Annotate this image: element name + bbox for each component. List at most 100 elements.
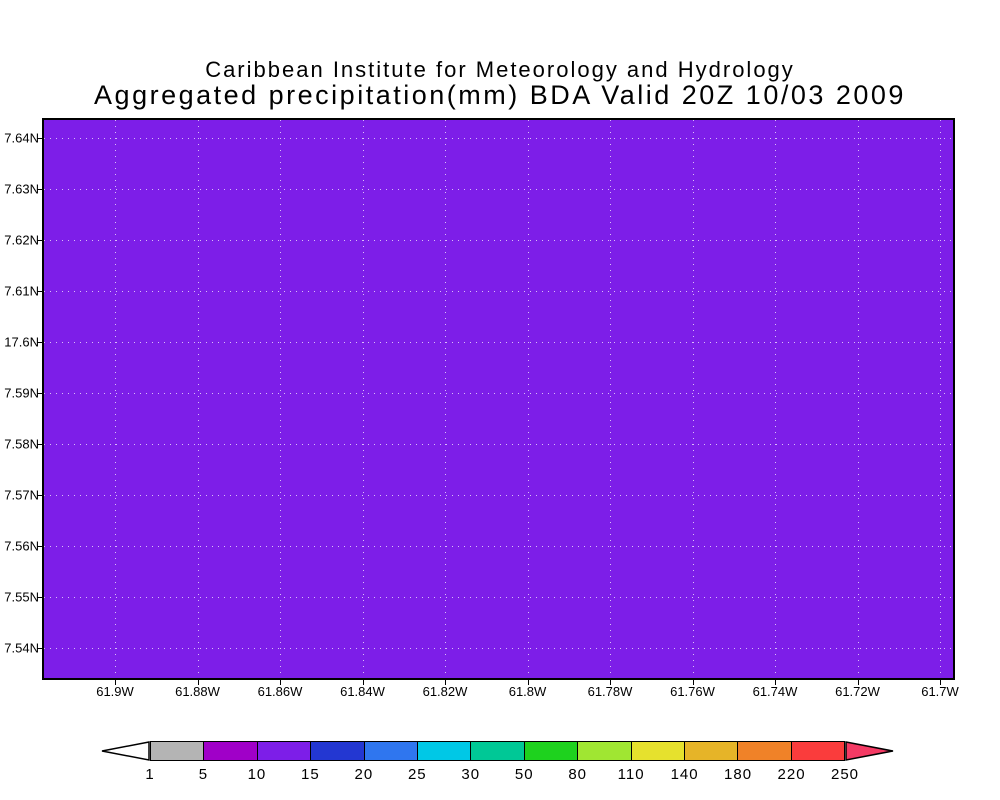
colorbar-segment xyxy=(416,741,472,761)
colorbar-level-label: 10 xyxy=(247,766,267,783)
latitude-gridline xyxy=(44,138,953,139)
latitude-tick-label: 7.64N xyxy=(4,130,39,146)
longitude-gridline xyxy=(280,120,281,678)
colorbar-segment xyxy=(790,741,846,761)
x-axis-tick-mark xyxy=(362,680,364,685)
longitude-gridline xyxy=(692,120,694,678)
latitude-gridline xyxy=(44,189,953,190)
colorbar-level-label: 180 xyxy=(724,766,753,783)
y-axis-tick-mark xyxy=(37,648,42,649)
latitude-gridline xyxy=(44,240,953,241)
x-axis-tick-mark xyxy=(445,680,446,685)
y-axis-tick-mark xyxy=(37,546,42,547)
x-axis-tick-mark xyxy=(115,680,116,685)
latitude-gridline xyxy=(44,495,953,496)
longitude-tick-label: 61.7W xyxy=(921,684,959,699)
colorbar-segments xyxy=(150,741,846,761)
latitude-gridline xyxy=(44,342,953,343)
colorbar-level-label: 50 xyxy=(514,766,534,783)
colorbar-level-label: 1 xyxy=(145,766,155,783)
y-axis-tick-mark xyxy=(37,138,42,139)
latitude-tick-label: 7.63N xyxy=(4,181,39,197)
y-axis-tick-mark xyxy=(37,291,42,292)
colorbar-segment xyxy=(577,741,632,761)
longitude-tick-label: 61.9W xyxy=(96,684,134,699)
x-axis-tick-mark xyxy=(280,680,281,685)
colorbar-level-label: 110 xyxy=(617,766,645,783)
x-axis-tick-mark xyxy=(775,680,776,685)
colorbar-level-label: 20 xyxy=(354,766,374,783)
longitude-gridline xyxy=(445,120,446,678)
colorbar-segment xyxy=(470,741,525,761)
latitude-tick-label: 7.59N xyxy=(4,385,39,401)
latitude-gridline xyxy=(44,597,953,598)
y-axis-tick-mark xyxy=(37,240,42,241)
latitude-tick-label: 7.57N xyxy=(4,487,39,503)
longitude-tick-label: 61.74W xyxy=(752,684,798,699)
longitude-gridline xyxy=(610,120,611,678)
longitude-tick-label: 61.84W xyxy=(340,684,385,699)
x-axis-tick-mark xyxy=(197,680,199,685)
longitude-gridline xyxy=(940,120,941,678)
colorbar-segment xyxy=(363,741,418,761)
longitude-tick-label: 61.78W xyxy=(587,684,633,699)
latitude-tick-label: 17.6N xyxy=(4,334,39,350)
y-axis-tick-mark xyxy=(37,495,42,496)
longitude-tick-label: 61.72W xyxy=(835,684,880,699)
map-plot-area xyxy=(42,118,955,680)
x-axis-tick-mark xyxy=(692,680,694,685)
longitude-gridline xyxy=(775,120,776,678)
x-axis-tick-mark xyxy=(610,680,611,685)
institute-title: Caribbean Institute for Meteorology and … xyxy=(205,57,795,82)
latitude-gridline xyxy=(44,444,953,445)
x-axis-tick-mark xyxy=(857,680,859,685)
latitude-gridline xyxy=(44,648,953,649)
y-axis-tick-mark xyxy=(37,342,42,343)
latitude-gridline xyxy=(44,291,953,292)
longitude-gridline xyxy=(115,120,116,678)
latitude-tick-label: 7.61N xyxy=(4,283,39,299)
colorbar-left-arrow-icon xyxy=(101,741,150,761)
colorbar-segment xyxy=(630,741,685,761)
colorbar-right-arrow-icon xyxy=(845,741,894,761)
longitude-gridline xyxy=(527,120,529,678)
colorbar-level-label: 220 xyxy=(777,766,806,783)
longitude-gridline xyxy=(857,120,859,678)
colorbar-segment xyxy=(737,741,792,761)
latitude-tick-label: 7.62N xyxy=(4,232,39,248)
latitude-gridline xyxy=(44,393,953,394)
colorbar-level-label: 250 xyxy=(830,766,860,783)
y-axis-tick-mark xyxy=(37,189,42,190)
colorbar-segment xyxy=(203,741,258,761)
longitude-tick-label: 61.86W xyxy=(257,684,303,699)
colorbar-level-label: 140 xyxy=(670,766,699,783)
longitude-tick-label: 61.76W xyxy=(670,684,715,699)
colorbar-segment xyxy=(256,741,312,761)
colorbar-segment xyxy=(523,741,579,761)
y-axis-tick-mark xyxy=(37,393,42,394)
colorbar: 1 5 10 15 20 25 30 50 80 110 140 180 220 250 xyxy=(100,741,895,783)
colorbar-level-label: 80 xyxy=(568,766,588,783)
x-axis-tick-mark xyxy=(940,680,941,685)
colorbar-level-label: 30 xyxy=(461,766,481,783)
y-axis-tick-mark xyxy=(37,444,42,445)
colorbar-level-label: 25 xyxy=(407,766,427,783)
latitude-tick-label: 7.54N xyxy=(4,640,39,656)
colorbar-level-label: 5 xyxy=(198,766,209,783)
y-axis-tick-mark xyxy=(37,597,42,598)
latitude-tick-label: 7.55N xyxy=(4,589,39,605)
colorbar-segment xyxy=(150,741,205,761)
longitude-tick-label: 61.88W xyxy=(175,684,220,699)
latitude-gridline xyxy=(44,546,953,547)
plot-title: Aggregated precipitation(mm) BDA Valid 2… xyxy=(94,80,906,110)
longitude-tick-label: 61.8W xyxy=(508,684,547,699)
colorbar-segment xyxy=(310,741,365,761)
colorbar-level-label: 15 xyxy=(301,766,320,783)
longitude-gridline xyxy=(197,120,199,678)
colorbar-segment xyxy=(683,741,739,761)
x-axis-tick-mark xyxy=(527,680,529,685)
longitude-gridline xyxy=(362,120,364,678)
longitude-tick-label: 61.82W xyxy=(422,684,468,699)
latitude-tick-label: 7.58N xyxy=(4,436,39,452)
